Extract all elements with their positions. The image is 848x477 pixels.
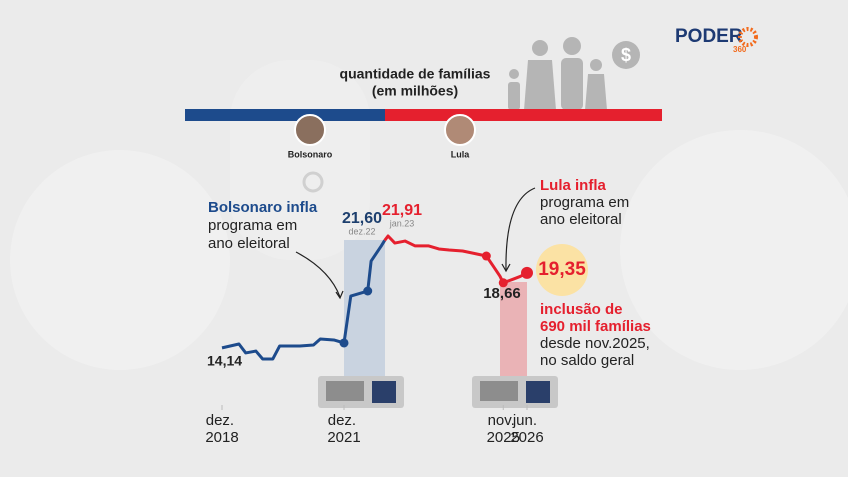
watermark (10, 60, 848, 370)
voting-machine (318, 376, 558, 408)
logo-sun (738, 27, 758, 47)
point (521, 266, 533, 279)
annotation: programa em (540, 194, 629, 211)
value-label: 21,91 (382, 202, 422, 219)
point (363, 286, 373, 296)
value-label: 18,66 (483, 285, 521, 302)
annotation-title: Bolsonaro infla (208, 199, 318, 216)
leader-name: Lula (451, 149, 470, 159)
x-tick-label: dez. 2018 (205, 412, 238, 446)
term-bar (385, 109, 662, 121)
arrow (501, 263, 511, 273)
point (498, 278, 508, 288)
arrow (335, 290, 344, 300)
annotation: ano eleitoral (208, 235, 290, 252)
x-tick-label: nov. 2025 (487, 412, 520, 446)
chart-subtitle: (em milhões) (372, 83, 458, 99)
x-tick-label: jun. 2026 (510, 412, 543, 446)
annotation-title: inclusão de (540, 301, 623, 318)
portrait (294, 114, 326, 146)
label-badge (536, 244, 588, 296)
leader-name: Bolsonaro (288, 149, 333, 159)
annotation: desde nov.2025, (540, 335, 650, 352)
chart-title: quantidade de famílias (340, 66, 491, 82)
arrow (505, 187, 536, 271)
family-icon (508, 37, 640, 110)
dollar-icon: $ (621, 45, 631, 65)
value-label: 14,14 (207, 353, 242, 369)
line (221, 239, 386, 361)
annotation: programa em (208, 217, 297, 234)
point (481, 251, 491, 261)
value-label: 19,35 (538, 259, 586, 280)
line (383, 234, 528, 285)
arrow (295, 251, 341, 298)
virus-icon (302, 171, 324, 193)
annotation-title: 690 mil famílias (540, 318, 651, 335)
logo-number: 360 (733, 45, 747, 54)
annotation-title: Lula infla (540, 177, 606, 194)
point-note: dez.22 (348, 226, 375, 236)
point-note: jan.23 (389, 218, 415, 228)
annotation: ano eleitoral (540, 211, 622, 228)
term-bar (185, 109, 385, 121)
logo: PODER (675, 26, 743, 47)
x-tick-label: dez. 2021 (327, 412, 360, 446)
annotation: no saldo geral (540, 352, 634, 369)
value-label: 21,60 (342, 210, 382, 227)
point (339, 338, 349, 348)
portrait (444, 114, 476, 146)
